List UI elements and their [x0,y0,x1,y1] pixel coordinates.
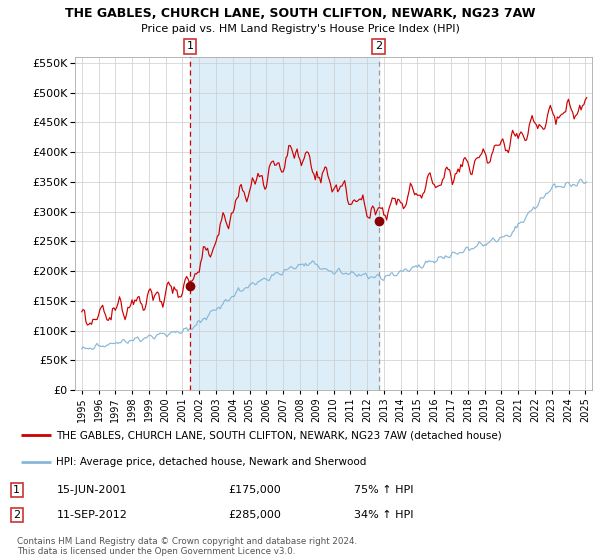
Text: Price paid vs. HM Land Registry's House Price Index (HPI): Price paid vs. HM Land Registry's House … [140,24,460,34]
Text: 1: 1 [13,485,20,495]
Text: THE GABLES, CHURCH LANE, SOUTH CLIFTON, NEWARK, NG23 7AW (detached house): THE GABLES, CHURCH LANE, SOUTH CLIFTON, … [56,431,502,440]
Text: HPI: Average price, detached house, Newark and Sherwood: HPI: Average price, detached house, Newa… [56,456,366,466]
Text: 34% ↑ HPI: 34% ↑ HPI [354,510,413,520]
Text: 2: 2 [375,41,382,52]
Text: £285,000: £285,000 [228,510,281,520]
Text: 11-SEP-2012: 11-SEP-2012 [57,510,128,520]
Text: 15-JUN-2001: 15-JUN-2001 [57,485,128,495]
Bar [190,57,379,390]
Text: 1: 1 [187,41,193,52]
Text: THE GABLES, CHURCH LANE, SOUTH CLIFTON, NEWARK, NG23 7AW: THE GABLES, CHURCH LANE, SOUTH CLIFTON, … [65,7,535,20]
Text: 75% ↑ HPI: 75% ↑ HPI [354,485,413,495]
Text: £175,000: £175,000 [228,485,281,495]
Text: 2: 2 [13,510,20,520]
Text: Contains HM Land Registry data © Crown copyright and database right 2024.
This d: Contains HM Land Registry data © Crown c… [17,537,357,557]
